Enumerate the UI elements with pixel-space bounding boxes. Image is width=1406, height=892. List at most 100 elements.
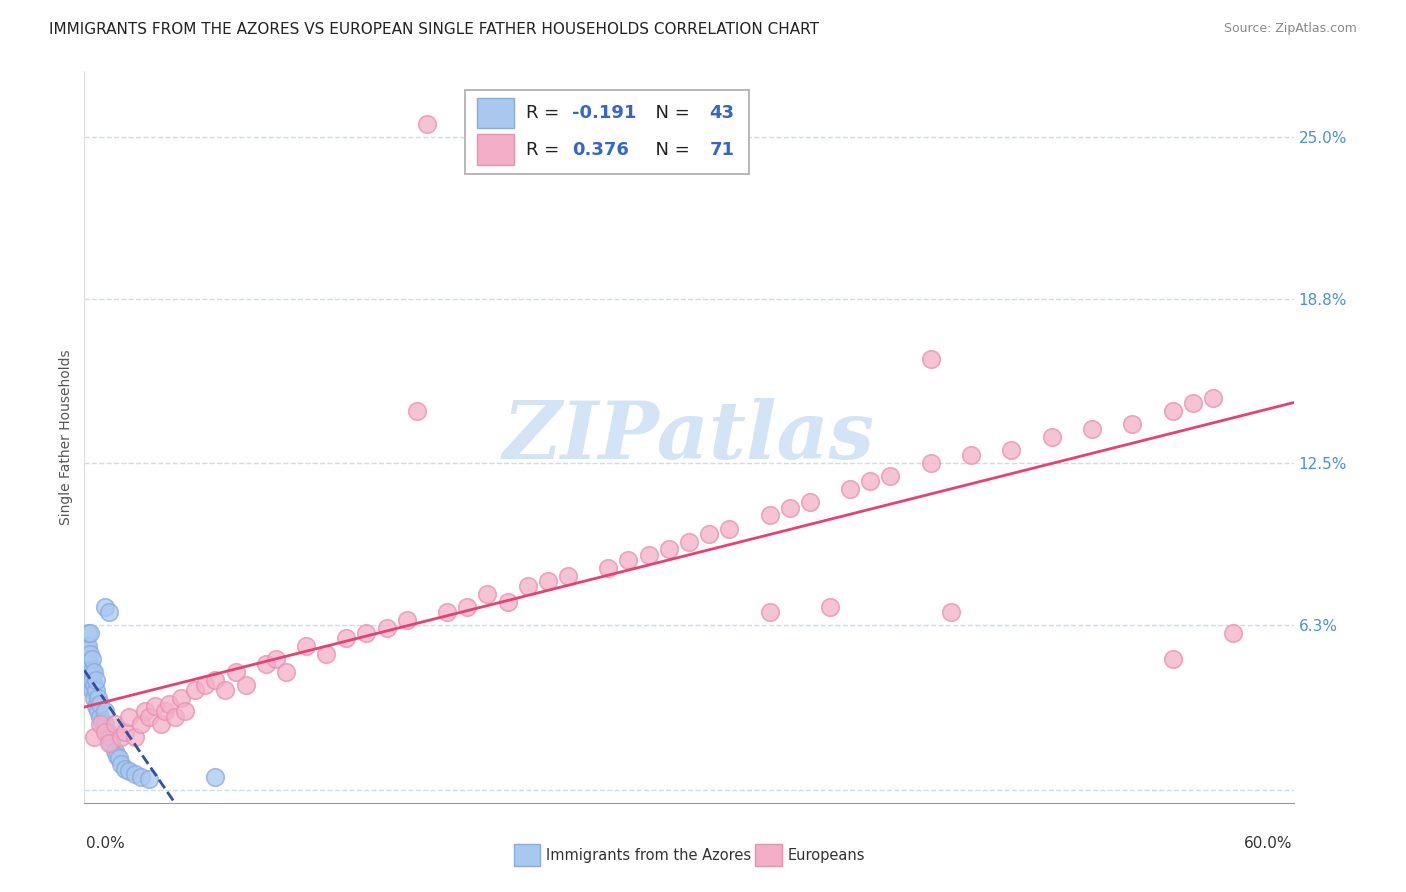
Point xyxy=(93,725,115,739)
Point xyxy=(697,526,720,541)
Bar xyxy=(513,845,540,866)
Point xyxy=(86,673,108,687)
Point xyxy=(1161,652,1184,666)
Text: 71: 71 xyxy=(710,141,734,159)
Point xyxy=(153,705,176,719)
Point xyxy=(107,751,129,765)
Point xyxy=(406,404,429,418)
Point xyxy=(93,705,115,719)
Point xyxy=(1040,430,1063,444)
Point xyxy=(79,657,101,672)
Point xyxy=(658,542,681,557)
Text: 60.0%: 60.0% xyxy=(1244,836,1292,851)
Point xyxy=(194,678,217,692)
Point xyxy=(110,731,132,745)
Point xyxy=(157,697,180,711)
Point xyxy=(124,731,146,745)
Point xyxy=(86,683,108,698)
Point xyxy=(97,605,120,619)
Point xyxy=(718,521,741,535)
Point xyxy=(110,756,132,771)
Text: Europeans: Europeans xyxy=(789,848,866,863)
Point xyxy=(77,639,100,653)
Point xyxy=(75,639,97,653)
Text: 0.376: 0.376 xyxy=(572,141,628,159)
Point xyxy=(254,657,277,672)
Point xyxy=(274,665,297,680)
Point xyxy=(960,449,983,463)
Point xyxy=(86,699,108,714)
Point xyxy=(87,691,110,706)
Point xyxy=(375,621,398,635)
Point xyxy=(356,626,378,640)
Point xyxy=(149,717,172,731)
Point xyxy=(1000,443,1022,458)
Point xyxy=(114,762,136,776)
Point xyxy=(1222,626,1244,640)
Point xyxy=(97,736,120,750)
Point xyxy=(124,767,146,781)
Point xyxy=(436,605,458,619)
Point xyxy=(799,495,821,509)
Y-axis label: Single Father Households: Single Father Households xyxy=(59,350,73,524)
Point xyxy=(1081,422,1104,436)
Point xyxy=(83,678,105,692)
Point xyxy=(1121,417,1143,431)
Point xyxy=(1181,396,1204,410)
Text: IMMIGRANTS FROM THE AZORES VS EUROPEAN SINGLE FATHER HOUSEHOLDS CORRELATION CHAR: IMMIGRANTS FROM THE AZORES VS EUROPEAN S… xyxy=(49,22,820,37)
Point xyxy=(456,599,478,614)
Point xyxy=(395,613,418,627)
Bar xyxy=(478,98,513,128)
Point xyxy=(89,709,111,723)
Point xyxy=(105,748,128,763)
Text: R =: R = xyxy=(526,141,565,159)
Point xyxy=(114,725,136,739)
Point xyxy=(89,697,111,711)
Point xyxy=(315,647,337,661)
Bar xyxy=(478,135,513,165)
Point xyxy=(678,534,700,549)
Text: ZIPatlas: ZIPatlas xyxy=(503,399,875,475)
Point xyxy=(235,678,257,692)
Point xyxy=(79,647,101,661)
Point xyxy=(104,743,127,757)
Point xyxy=(920,456,942,470)
Point xyxy=(335,632,357,646)
Point xyxy=(82,673,104,687)
Point xyxy=(214,683,236,698)
Point xyxy=(174,705,197,719)
Point xyxy=(118,764,141,779)
Text: 0.0%: 0.0% xyxy=(86,836,124,851)
Point xyxy=(264,652,287,666)
Text: N =: N = xyxy=(644,104,696,122)
Point xyxy=(617,553,640,567)
Point xyxy=(138,709,160,723)
Point xyxy=(939,605,962,619)
Point xyxy=(93,717,115,731)
Point xyxy=(129,770,152,784)
Point xyxy=(100,736,122,750)
Point xyxy=(82,652,104,666)
Point xyxy=(637,548,659,562)
Point xyxy=(77,665,100,680)
Point xyxy=(82,663,104,677)
Point xyxy=(295,639,318,653)
Point xyxy=(204,673,226,687)
Point xyxy=(758,605,780,619)
Point xyxy=(920,351,942,366)
Text: Immigrants from the Azores: Immigrants from the Azores xyxy=(547,848,751,863)
Text: Source: ZipAtlas.com: Source: ZipAtlas.com xyxy=(1223,22,1357,36)
Point xyxy=(79,678,101,692)
Text: N =: N = xyxy=(644,141,696,159)
Point xyxy=(516,579,538,593)
Point xyxy=(77,626,100,640)
Point xyxy=(79,665,101,680)
Point xyxy=(598,560,620,574)
Point xyxy=(184,683,207,698)
Point xyxy=(839,483,862,497)
Point xyxy=(537,574,560,588)
Point xyxy=(104,717,127,731)
Point xyxy=(93,599,115,614)
Point xyxy=(83,691,105,706)
Point xyxy=(416,117,439,131)
